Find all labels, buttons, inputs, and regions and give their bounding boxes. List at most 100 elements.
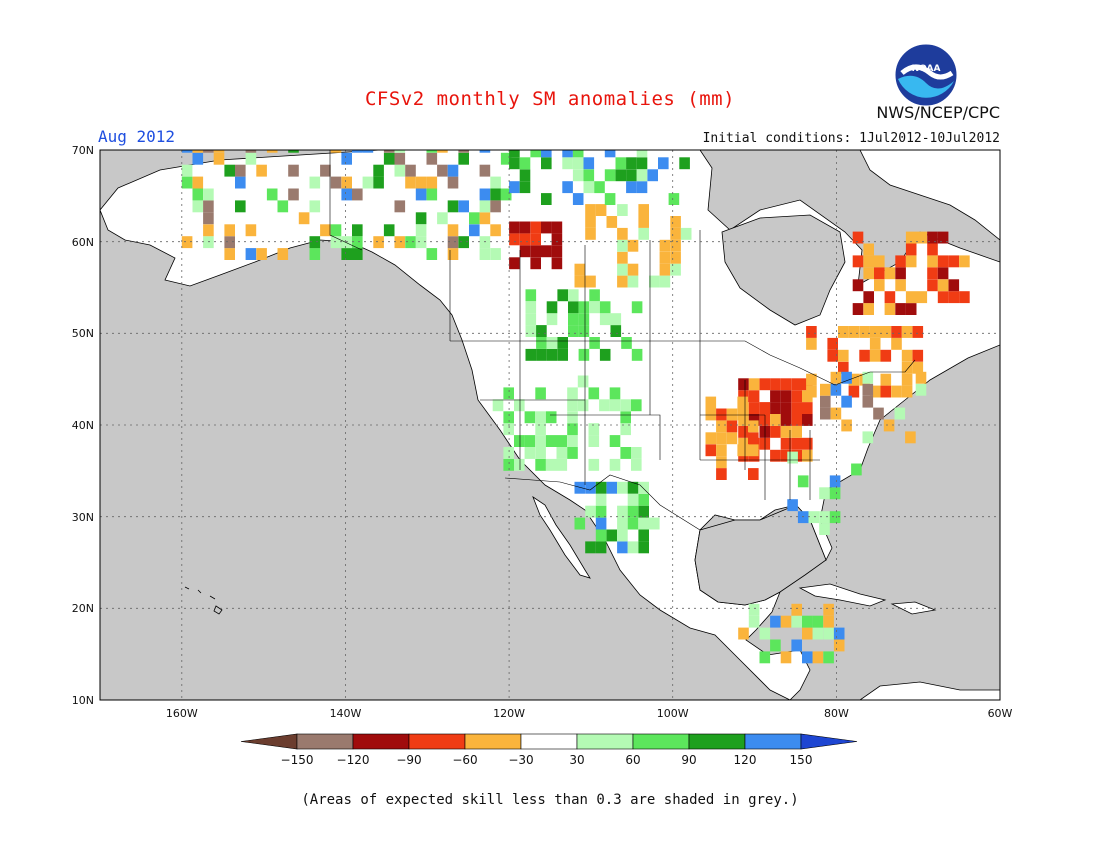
anomaly-cell (556, 435, 568, 447)
anomaly-cell (959, 255, 970, 268)
anomaly-cell (535, 423, 546, 436)
anomaly-cell (192, 152, 204, 165)
anomaly-cell (617, 541, 628, 554)
anomaly-cell (509, 233, 520, 246)
anomaly-cell (606, 481, 618, 494)
anomaly-cell (245, 152, 257, 165)
anomaly-cell (541, 150, 552, 158)
anomaly-cell (874, 255, 885, 268)
anomaly-cell (620, 423, 631, 436)
graticule (100, 150, 1000, 700)
anomaly-cell (546, 348, 558, 361)
anomaly-cell (583, 169, 595, 182)
initial-conditions: Initial conditions: 1Jul2012-10Jul2012 (702, 131, 1000, 146)
lon-label-160w: 160W (166, 707, 198, 720)
anomaly-cell (568, 289, 579, 302)
anomaly-cell (551, 245, 563, 258)
anomaly-cell (830, 371, 842, 384)
anomaly-cell (541, 245, 552, 258)
anomaly-cell (203, 212, 214, 225)
anomaly-cell (503, 458, 514, 471)
anomaly-cell (519, 245, 531, 258)
anomaly-cell (638, 517, 649, 530)
anomaly-cell (802, 437, 813, 450)
anomaly-cell (509, 157, 520, 170)
anomaly-cell (405, 176, 416, 189)
anomaly-cell (636, 181, 648, 194)
anomaly-cell (352, 188, 363, 201)
longitude-labels: 160W 140W 120W 100W 80W 60W (166, 707, 1013, 720)
anomaly-cell (525, 325, 537, 337)
anomaly-cell (341, 152, 352, 165)
anomaly-cell (568, 325, 579, 337)
anomaly-cell (759, 378, 771, 391)
anomaly-cell (341, 188, 352, 201)
anomaly-cell (649, 275, 660, 288)
anomaly-cell (352, 150, 363, 153)
anomaly-cell (599, 313, 611, 326)
anomaly-cell (609, 399, 621, 412)
anomaly-cell (514, 435, 525, 447)
political-boundaries (329, 150, 916, 531)
anomaly-cell (224, 224, 235, 237)
lat-label-70n: 70N (72, 144, 94, 157)
anomaly-cell (806, 373, 817, 386)
anomaly-cell (797, 511, 809, 524)
anomaly-cell (567, 411, 578, 424)
anomaly-cell (288, 164, 299, 177)
anomaly-cell (927, 231, 938, 244)
anomaly-cell (851, 463, 862, 476)
anomaly-cell (894, 407, 906, 420)
anomaly-cell (479, 248, 491, 260)
anomaly-cell (869, 385, 881, 398)
anomaly-cell (562, 181, 573, 194)
anomaly-cell (426, 150, 438, 153)
anomaly-cell (479, 150, 491, 153)
anomaly-cell (627, 493, 639, 506)
anomaly-cell (626, 181, 637, 194)
anomaly-cell (567, 399, 578, 412)
anomaly-cell (224, 236, 235, 249)
anomaly-cell (791, 390, 802, 403)
anomaly-cell (621, 337, 632, 349)
anomaly-cell (791, 425, 802, 438)
alaska-border (329, 150, 363, 251)
anomaly-cell (519, 233, 531, 246)
anomaly-cell (536, 325, 547, 337)
anomaly-cell (615, 157, 627, 170)
anomaly-cell (509, 150, 520, 158)
canada-province-lines (449, 230, 701, 341)
anomaly-cell (901, 385, 913, 398)
anomaly-cell (458, 236, 469, 249)
anomaly-cell (578, 301, 590, 314)
anomaly-cell (915, 371, 927, 384)
anomaly-cell (588, 435, 600, 447)
anomaly-cell (884, 267, 896, 280)
anomaly-cell (627, 505, 639, 518)
anomaly-cell (802, 449, 813, 462)
anomaly-cell (583, 181, 595, 194)
anomaly-cell (916, 291, 928, 304)
anomaly-cell (780, 449, 792, 462)
anomaly-cell (567, 423, 578, 436)
anomaly-cell (615, 169, 627, 182)
anomaly-cell (572, 157, 584, 170)
anomaly-cell (557, 289, 568, 302)
anomaly-cell (631, 348, 643, 361)
anomaly-cell (181, 164, 193, 177)
anomaly-cell (791, 414, 802, 426)
anomaly-cell (320, 224, 331, 237)
anomaly-cell (631, 447, 642, 459)
anomaly-cell (320, 164, 331, 177)
anomaly-cell (848, 373, 860, 386)
hawaii-islands (184, 586, 223, 615)
anomaly-cell (535, 458, 546, 471)
south-america-north (859, 681, 1000, 700)
anomaly-cell (852, 303, 864, 315)
anomaly-cell (415, 188, 427, 201)
anomaly-cell (585, 505, 596, 518)
anomaly-cell (588, 423, 600, 436)
anomaly-cell (509, 221, 520, 234)
anomaly-cell (606, 216, 618, 228)
anomaly-cell (820, 407, 831, 420)
